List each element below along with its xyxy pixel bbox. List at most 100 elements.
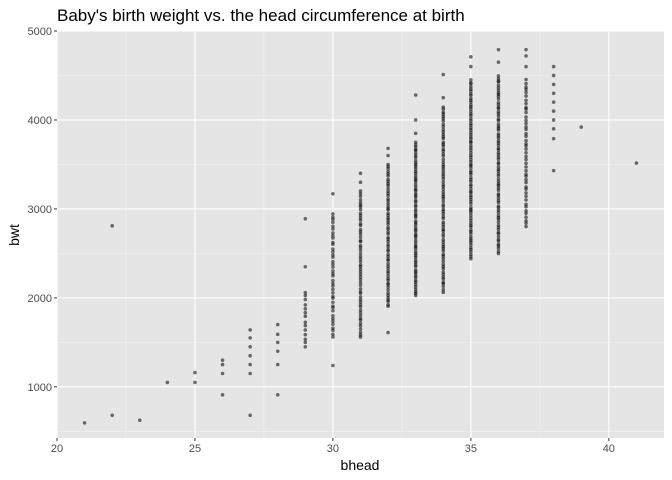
data-point: [358, 267, 363, 272]
data-point: [331, 212, 335, 216]
x-tick-label: 40: [603, 443, 615, 455]
data-point: [441, 207, 446, 212]
data-point: [386, 225, 390, 230]
data-point: [524, 154, 528, 159]
data-point: [413, 258, 418, 263]
x-tick-label: 25: [189, 443, 201, 455]
data-point: [551, 118, 556, 122]
data-point: [441, 132, 446, 137]
data-point: [524, 94, 528, 98]
data-point: [248, 328, 252, 332]
data-point: [469, 228, 473, 232]
data-point: [275, 332, 280, 337]
data-point: [496, 186, 501, 190]
data-point: [413, 268, 418, 272]
data-point: [469, 189, 473, 194]
data-point: [524, 198, 528, 202]
data-point: [441, 160, 446, 164]
data-point: [331, 281, 335, 286]
data-point: [358, 211, 363, 216]
data-point: [248, 371, 252, 376]
data-point: [496, 220, 501, 225]
data-point: [358, 310, 363, 315]
data-point: [275, 322, 280, 327]
data-point: [331, 316, 335, 321]
data-point: [358, 251, 363, 256]
data-point: [524, 215, 528, 219]
data-point: [441, 284, 446, 289]
data-point: [331, 192, 335, 196]
data-point: [358, 235, 363, 240]
data-point: [524, 161, 528, 166]
data-point: [496, 100, 501, 105]
data-point: [303, 310, 308, 315]
x-tick-label: 35: [465, 443, 477, 455]
data-point: [579, 125, 584, 129]
data-point: [496, 234, 501, 239]
data-point: [275, 349, 280, 354]
data-point: [469, 221, 473, 225]
data-point: [524, 110, 528, 115]
data-point: [551, 136, 556, 141]
data-point: [441, 242, 446, 247]
data-point: [386, 264, 390, 268]
data-point: [358, 333, 363, 337]
data-point: [496, 171, 501, 176]
data-point: [358, 321, 363, 326]
data-point: [303, 314, 308, 319]
data-point: [524, 157, 528, 162]
data-point: [524, 131, 528, 136]
data-point: [524, 211, 528, 216]
data-point: [303, 293, 308, 298]
data-point: [441, 182, 446, 187]
data-point: [386, 197, 390, 201]
data-point: [386, 261, 390, 266]
data-point: [331, 322, 335, 327]
data-point: [358, 302, 363, 307]
data-point: [469, 55, 473, 59]
data-point: [331, 278, 335, 283]
data-point: [358, 200, 363, 205]
data-point: [524, 172, 528, 177]
data-point: [358, 280, 363, 285]
data-point: [469, 116, 473, 121]
data-point: [248, 362, 252, 367]
data-point: [358, 295, 363, 299]
data-point: [441, 275, 446, 279]
data-point: [358, 327, 363, 331]
data-point: [413, 151, 418, 156]
data-point: [441, 125, 446, 129]
data-point: [386, 269, 390, 274]
data-point: [386, 242, 390, 247]
data-point: [469, 246, 473, 250]
data-point: [386, 330, 390, 335]
data-point: [358, 277, 363, 282]
data-point: [441, 287, 446, 292]
data-point: [496, 150, 501, 155]
data-point: [358, 189, 363, 193]
data-point: [524, 115, 528, 119]
data-point: [303, 216, 308, 221]
data-point: [331, 247, 335, 251]
y-tick-label: 1000: [28, 382, 52, 394]
data-point: [386, 288, 390, 292]
data-point: [469, 109, 473, 114]
data-point: [413, 203, 418, 207]
data-point: [441, 202, 446, 207]
data-point: [496, 249, 501, 254]
data-point: [358, 316, 363, 321]
data-point: [303, 307, 308, 311]
data-point: [386, 189, 390, 193]
data-point: [386, 211, 390, 216]
data-point: [413, 118, 418, 122]
data-point: [496, 47, 501, 52]
data-point: [331, 227, 335, 231]
y-axis-title: bwt: [6, 224, 22, 246]
data-point: [469, 162, 473, 167]
data-point: [524, 98, 528, 103]
data-point: [358, 330, 363, 335]
data-point: [441, 95, 446, 100]
data-point: [496, 122, 501, 126]
data-point: [331, 249, 335, 254]
data-points: [82, 47, 639, 425]
